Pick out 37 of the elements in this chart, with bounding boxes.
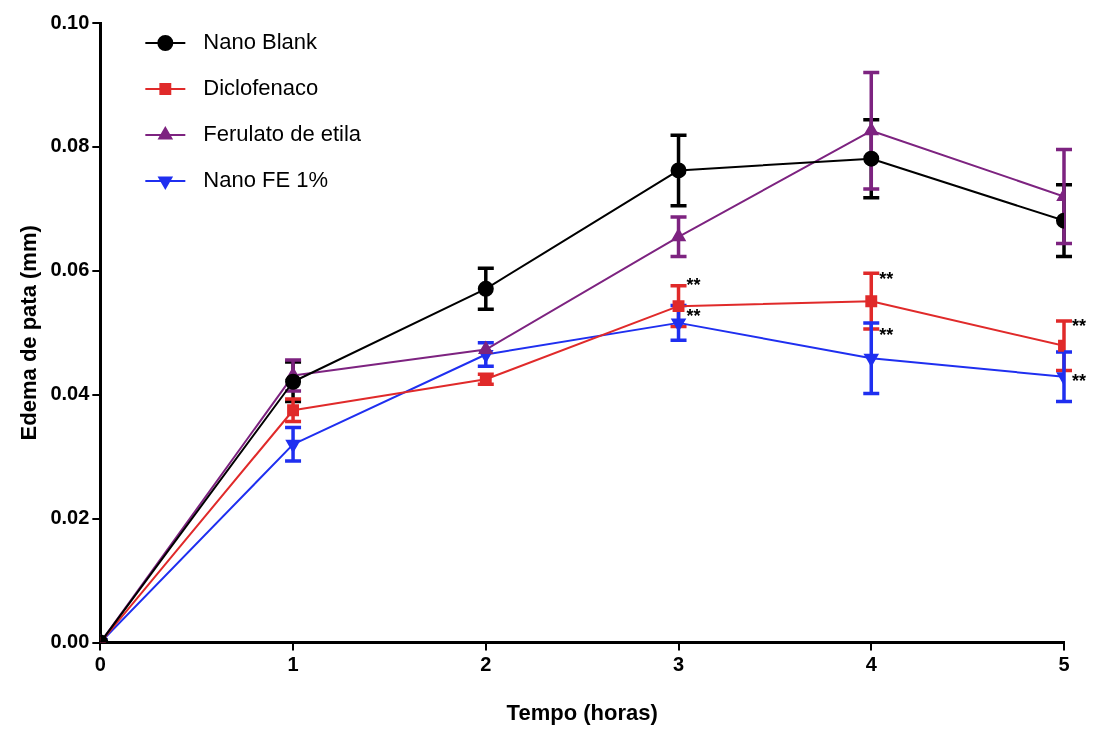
annotation: **	[879, 269, 894, 290]
point	[863, 150, 880, 167]
point	[287, 404, 300, 417]
y-tick-label: 0.10	[50, 10, 90, 33]
annotation: **	[879, 324, 894, 345]
annotation: **	[686, 306, 701, 327]
point	[478, 341, 493, 355]
x-tick-label: 1	[287, 653, 299, 676]
y-tick-label: 0.04	[50, 382, 91, 405]
y-tick-label: 0.02	[50, 506, 90, 529]
point	[864, 353, 879, 367]
point	[865, 295, 878, 308]
y-tick-label: 0.00	[50, 630, 90, 653]
annotation: **	[1072, 371, 1087, 392]
y-tick-label: 0.06	[50, 258, 90, 281]
legend-label: Ferulato de etila	[203, 121, 362, 147]
x-tick-label: 3	[672, 653, 685, 676]
point	[286, 439, 301, 453]
point	[864, 122, 879, 136]
point	[670, 162, 687, 179]
point	[285, 373, 302, 390]
x-tick-label: 0	[94, 653, 106, 676]
annotation: **	[686, 275, 701, 296]
point	[671, 318, 686, 331]
point	[672, 300, 685, 313]
legend-label: Nano FE 1%	[203, 167, 329, 193]
x-axis-title: Tempo (horas)	[506, 699, 658, 725]
y-tick-label: 0.08	[50, 134, 90, 157]
annotation: **	[1072, 315, 1087, 336]
point	[671, 228, 686, 242]
point	[477, 280, 494, 297]
legend-label: Diclofenaco	[203, 75, 319, 101]
x-tick-label: 2	[480, 653, 492, 676]
y-axis-title: Edema de pata (mm)	[16, 225, 42, 441]
legend-label: Nano Blank	[203, 29, 319, 55]
x-tick-label: 4	[865, 653, 878, 676]
x-tick-label: 5	[1058, 653, 1070, 676]
